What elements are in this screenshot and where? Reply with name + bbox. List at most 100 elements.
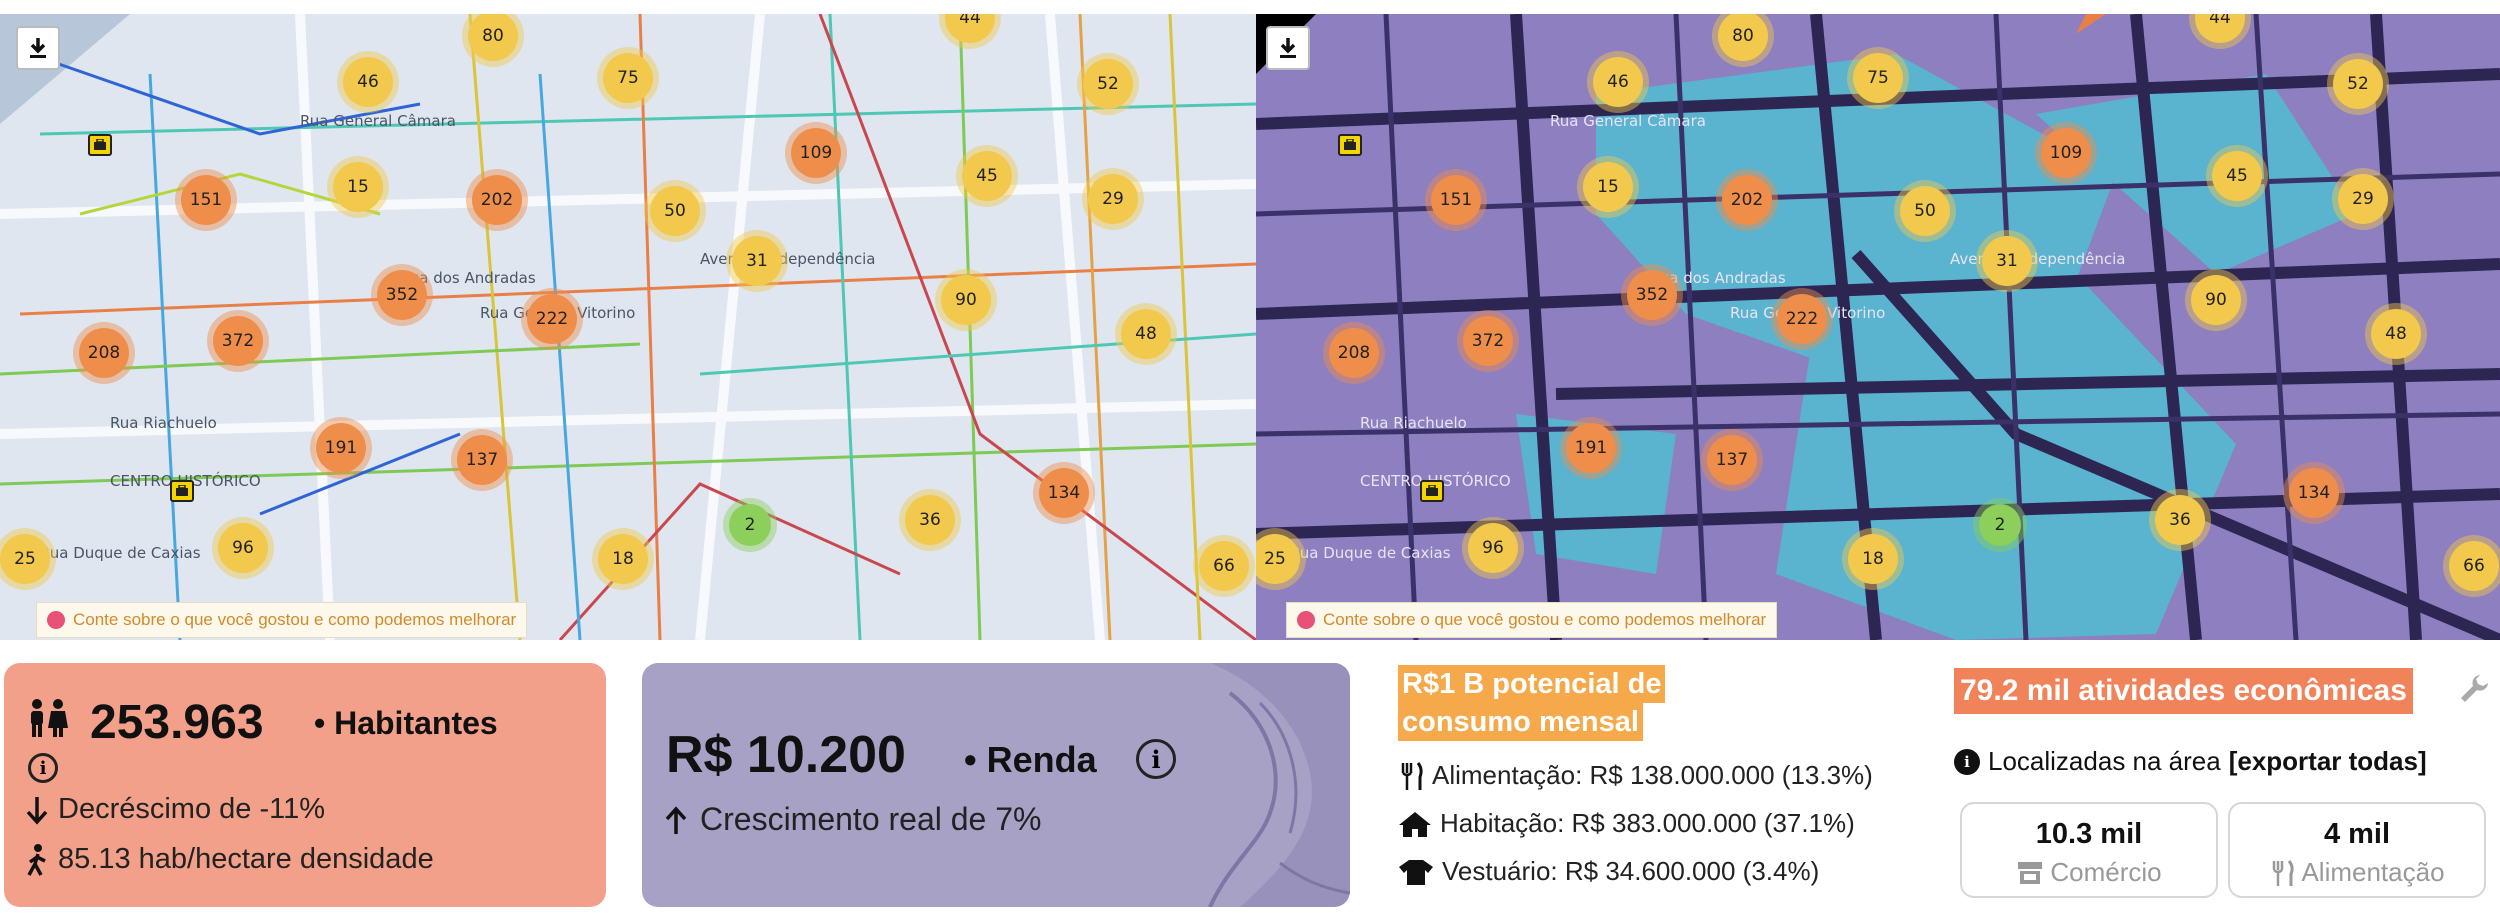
cluster-marker[interactable]: 96: [1468, 523, 1518, 573]
house-icon: [1399, 811, 1431, 837]
street-label: Rua General Câmara: [1550, 112, 1706, 130]
cluster-marker[interactable]: 202: [472, 175, 522, 225]
consumption-item-food: Alimentação: R$ 138.000.000 (13.3%): [1398, 760, 1873, 791]
cluster-marker[interactable]: 208: [1329, 328, 1379, 378]
activities-located: i Localizadas na área [exportar todas]: [1954, 746, 2427, 777]
cluster-marker[interactable]: 134: [2289, 468, 2339, 518]
cluster-marker[interactable]: 202: [1722, 175, 1772, 225]
feedback-link[interactable]: Conte sobre o que você gostou e como pod…: [36, 602, 528, 638]
cluster-marker[interactable]: 29: [2338, 174, 2388, 224]
info-icon[interactable]: i: [1136, 739, 1176, 779]
cluster-marker[interactable]: 222: [1777, 294, 1827, 344]
street-label: Rua Duque de Caxias: [40, 544, 201, 562]
cluster-marker[interactable]: 50: [1900, 186, 1950, 236]
briefcase-icon[interactable]: [88, 134, 112, 156]
cluster-marker[interactable]: 208: [79, 328, 129, 378]
cluster-marker[interactable]: 31: [732, 236, 782, 286]
cluster-marker[interactable]: 90: [941, 275, 991, 325]
street-label: Rua Riachuelo: [110, 414, 217, 432]
population-change: Decréscimo de -11%: [24, 793, 325, 826]
consumption-headline-1: R$1 B potencial de: [1398, 665, 1666, 703]
cluster-marker[interactable]: 36: [905, 495, 955, 545]
smiley-icon: [47, 611, 65, 629]
cluster-marker[interactable]: 18: [1848, 534, 1898, 584]
cluster-marker[interactable]: 25: [1256, 534, 1300, 584]
download-button[interactable]: [1266, 26, 1310, 70]
income-label: • Renda: [964, 739, 1097, 780]
cluster-marker[interactable]: 48: [2371, 309, 2421, 359]
cluster-marker[interactable]: 36: [2155, 495, 2205, 545]
cluster-marker[interactable]: 191: [1566, 423, 1616, 473]
cluster-marker[interactable]: 29: [1088, 174, 1138, 224]
cluster-marker[interactable]: 137: [1707, 435, 1757, 485]
income-card: R$ 10.200 • Renda i Crescimento real de …: [642, 663, 1350, 907]
stat-box-food[interactable]: 4 mil Alimentação: [2228, 802, 2486, 898]
arrow-down-icon: [26, 796, 48, 825]
cluster-marker[interactable]: 352: [1627, 270, 1677, 320]
wrench-icon[interactable]: [2458, 672, 2490, 704]
cluster-marker[interactable]: 50: [650, 186, 700, 236]
cluster-marker[interactable]: 80: [468, 14, 518, 61]
cluster-marker[interactable]: 2: [1979, 504, 2021, 546]
cluster-marker[interactable]: 31: [1982, 236, 2032, 286]
stat-box-commerce[interactable]: 10.3 mil Comércio: [1960, 802, 2218, 898]
feedback-link[interactable]: Conte sobre o que você gostou e como pod…: [1286, 602, 1778, 638]
walking-person-icon: [27, 843, 46, 876]
arrow-up-icon: [665, 805, 687, 834]
cluster-marker[interactable]: 52: [1083, 59, 1133, 109]
cluster-marker[interactable]: 45: [962, 151, 1012, 201]
population-label: • Habitantes: [314, 705, 498, 741]
cluster-marker[interactable]: 80: [1718, 14, 1768, 61]
cluster-marker[interactable]: 109: [2041, 128, 2091, 178]
cluster-marker[interactable]: 52: [2333, 59, 2383, 109]
cluster-marker[interactable]: 66: [2449, 541, 2499, 591]
cluster-marker[interactable]: 151: [1431, 175, 1481, 225]
info-icon[interactable]: i: [28, 753, 58, 783]
cluster-marker[interactable]: 191: [316, 423, 366, 473]
info-icon[interactable]: i: [1954, 748, 1980, 775]
cluster-marker[interactable]: 134: [1039, 468, 1089, 518]
briefcase-icon[interactable]: [170, 480, 194, 502]
income-value: R$ 10.200: [666, 726, 906, 784]
export-all-link[interactable]: [exportar todas]: [2228, 746, 2427, 776]
cluster-marker[interactable]: 109: [791, 128, 841, 178]
banknote-portrait-image: [1208, 663, 1350, 907]
population-density: 85.13 hab/hectare densidade: [24, 843, 434, 876]
street-label: Avenida Independência: [1950, 250, 2126, 268]
cluster-marker[interactable]: 352: [377, 270, 427, 320]
cluster-marker[interactable]: 372: [213, 316, 263, 366]
cluster-marker[interactable]: 15: [1583, 162, 1633, 212]
download-button[interactable]: [16, 26, 60, 70]
cluster-marker[interactable]: 372: [1463, 316, 1513, 366]
population-value: 253.963: [90, 696, 264, 749]
cluster-marker[interactable]: 2: [729, 504, 771, 546]
consumption-item-clothing: Vestuário: R$ 34.600.000 (3.4%): [1398, 856, 1819, 887]
cluster-marker[interactable]: 222: [527, 294, 577, 344]
cluster-marker[interactable]: 15: [333, 162, 383, 212]
download-icon: [1280, 38, 1296, 58]
cluster-marker[interactable]: 137: [457, 435, 507, 485]
cluster-marker[interactable]: 48: [1121, 309, 1171, 359]
cluster-marker[interactable]: 66: [1199, 541, 1249, 591]
briefcase-icon[interactable]: [1420, 480, 1444, 502]
cluster-marker[interactable]: 75: [1853, 53, 1903, 103]
street-label: Rua General Câmara: [300, 112, 456, 130]
activities-headline: 79.2 mil atividades econômicas: [1954, 668, 2413, 714]
street-label: Rua dos Andradas: [1650, 269, 1786, 287]
briefcase-icon[interactable]: [1338, 134, 1362, 156]
cluster-marker[interactable]: 151: [181, 175, 231, 225]
cluster-marker[interactable]: 46: [1593, 57, 1643, 107]
shirt-icon: [1399, 859, 1433, 885]
cluster-marker[interactable]: 75: [603, 53, 653, 103]
cluster-marker[interactable]: 96: [218, 523, 268, 573]
cluster-marker[interactable]: 45: [2212, 151, 2262, 201]
cluster-marker[interactable]: 18: [598, 534, 648, 584]
income-growth: Crescimento real de 7%: [662, 801, 1041, 838]
cluster-marker[interactable]: 90: [2191, 275, 2241, 325]
smiley-icon: [1297, 611, 1315, 629]
cluster-marker[interactable]: 46: [343, 57, 393, 107]
cluster-marker[interactable]: 25: [0, 534, 50, 584]
